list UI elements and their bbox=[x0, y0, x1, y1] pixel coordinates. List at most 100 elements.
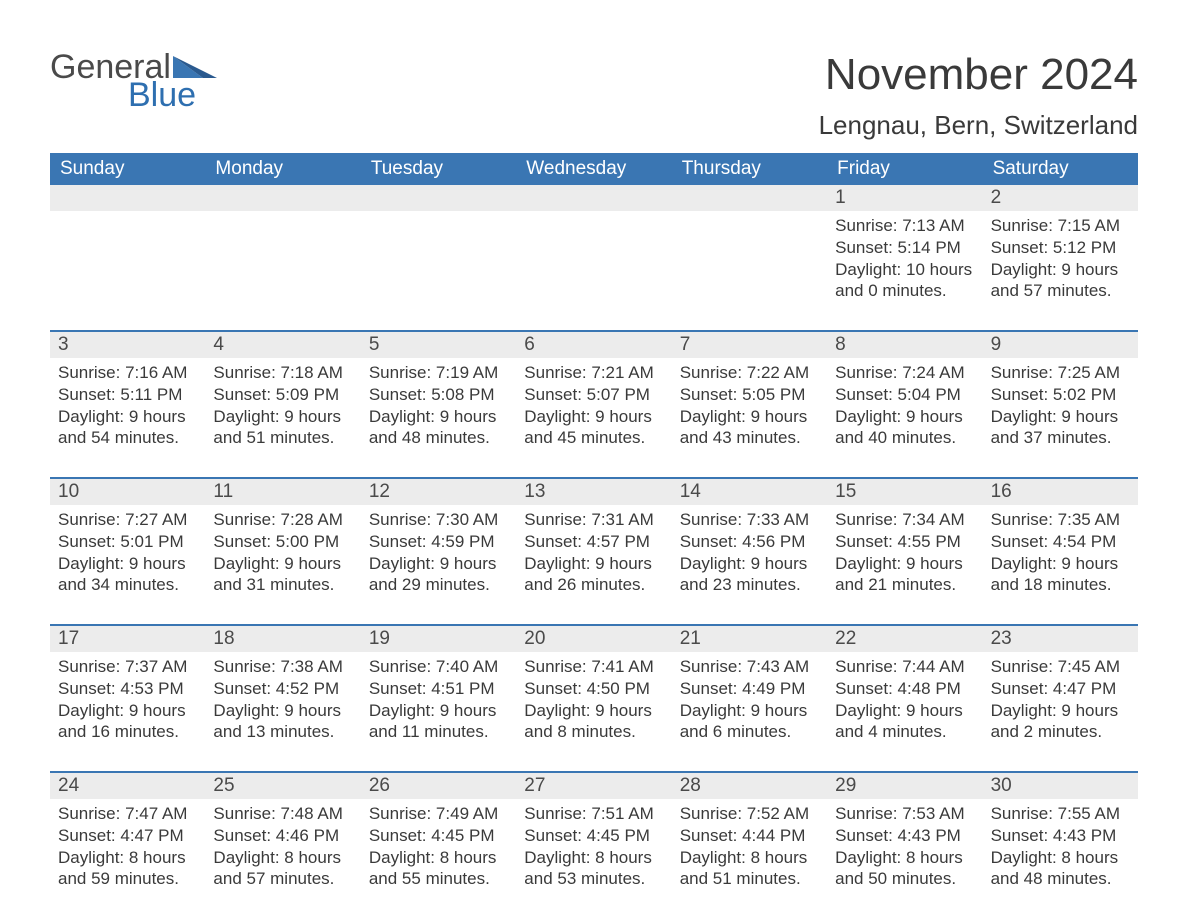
day-number: 22 bbox=[827, 626, 982, 652]
weekday-header: Saturday bbox=[983, 153, 1138, 185]
day-cell: Sunrise: 7:35 AMSunset: 4:54 PMDaylight:… bbox=[983, 505, 1138, 624]
daylight-line2: and 2 minutes. bbox=[991, 721, 1130, 743]
day-cell bbox=[205, 211, 360, 330]
daylight-line1: Daylight: 9 hours bbox=[369, 406, 508, 428]
day-cell: Sunrise: 7:51 AMSunset: 4:45 PMDaylight:… bbox=[516, 799, 671, 918]
logo: General Blue bbox=[50, 50, 217, 112]
daylight-line1: Daylight: 8 hours bbox=[213, 847, 352, 869]
day-cell: Sunrise: 7:33 AMSunset: 4:56 PMDaylight:… bbox=[672, 505, 827, 624]
sunrise-line: Sunrise: 7:41 AM bbox=[524, 656, 663, 678]
daylight-line1: Daylight: 9 hours bbox=[213, 553, 352, 575]
day-cell: Sunrise: 7:53 AMSunset: 4:43 PMDaylight:… bbox=[827, 799, 982, 918]
daynum-row: 24252627282930 bbox=[50, 773, 1138, 799]
daylight-line1: Daylight: 9 hours bbox=[369, 553, 508, 575]
sunset-line: Sunset: 4:49 PM bbox=[680, 678, 819, 700]
day-number: 3 bbox=[50, 332, 205, 358]
weekday-header: Thursday bbox=[672, 153, 827, 185]
sunrise-line: Sunrise: 7:27 AM bbox=[58, 509, 197, 531]
sunset-line: Sunset: 4:51 PM bbox=[369, 678, 508, 700]
day-cell: Sunrise: 7:21 AMSunset: 5:07 PMDaylight:… bbox=[516, 358, 671, 477]
day-number bbox=[672, 185, 827, 211]
sunset-line: Sunset: 5:02 PM bbox=[991, 384, 1130, 406]
daylight-line1: Daylight: 8 hours bbox=[58, 847, 197, 869]
daylight-line2: and 18 minutes. bbox=[991, 574, 1130, 596]
daylight-line2: and 51 minutes. bbox=[213, 427, 352, 449]
weekday-header: Monday bbox=[205, 153, 360, 185]
day-number: 13 bbox=[516, 479, 671, 505]
daylight-line1: Daylight: 9 hours bbox=[58, 553, 197, 575]
day-number: 21 bbox=[672, 626, 827, 652]
sunset-line: Sunset: 5:07 PM bbox=[524, 384, 663, 406]
sunrise-line: Sunrise: 7:16 AM bbox=[58, 362, 197, 384]
daylight-line2: and 48 minutes. bbox=[369, 427, 508, 449]
sunset-line: Sunset: 5:00 PM bbox=[213, 531, 352, 553]
day-number: 28 bbox=[672, 773, 827, 799]
daylight-line2: and 23 minutes. bbox=[680, 574, 819, 596]
day-cell: Sunrise: 7:13 AMSunset: 5:14 PMDaylight:… bbox=[827, 211, 982, 330]
sunrise-line: Sunrise: 7:47 AM bbox=[58, 803, 197, 825]
day-number: 23 bbox=[983, 626, 1138, 652]
daylight-line1: Daylight: 9 hours bbox=[991, 553, 1130, 575]
sunrise-line: Sunrise: 7:33 AM bbox=[680, 509, 819, 531]
sunset-line: Sunset: 4:43 PM bbox=[835, 825, 974, 847]
daylight-line1: Daylight: 8 hours bbox=[524, 847, 663, 869]
daylight-line1: Daylight: 9 hours bbox=[835, 553, 974, 575]
location-label: Lengnau, Bern, Switzerland bbox=[819, 110, 1138, 141]
daylight-line2: and 21 minutes. bbox=[835, 574, 974, 596]
week-row: 12Sunrise: 7:13 AMSunset: 5:14 PMDayligh… bbox=[50, 185, 1138, 330]
day-cell: Sunrise: 7:27 AMSunset: 5:01 PMDaylight:… bbox=[50, 505, 205, 624]
sunset-line: Sunset: 4:43 PM bbox=[991, 825, 1130, 847]
day-cell: Sunrise: 7:41 AMSunset: 4:50 PMDaylight:… bbox=[516, 652, 671, 771]
daylight-line2: and 59 minutes. bbox=[58, 868, 197, 890]
daylight-line2: and 45 minutes. bbox=[524, 427, 663, 449]
daylight-line2: and 4 minutes. bbox=[835, 721, 974, 743]
day-number: 27 bbox=[516, 773, 671, 799]
day-cell: Sunrise: 7:38 AMSunset: 4:52 PMDaylight:… bbox=[205, 652, 360, 771]
day-cell: Sunrise: 7:43 AMSunset: 4:49 PMDaylight:… bbox=[672, 652, 827, 771]
day-number: 5 bbox=[361, 332, 516, 358]
sunrise-line: Sunrise: 7:44 AM bbox=[835, 656, 974, 678]
daylight-line2: and 43 minutes. bbox=[680, 427, 819, 449]
sunset-line: Sunset: 5:01 PM bbox=[58, 531, 197, 553]
daylight-line2: and 8 minutes. bbox=[524, 721, 663, 743]
day-cell bbox=[50, 211, 205, 330]
sunrise-line: Sunrise: 7:53 AM bbox=[835, 803, 974, 825]
sunrise-line: Sunrise: 7:34 AM bbox=[835, 509, 974, 531]
week-row: 24252627282930Sunrise: 7:47 AMSunset: 4:… bbox=[50, 771, 1138, 918]
sunrise-line: Sunrise: 7:24 AM bbox=[835, 362, 974, 384]
day-cell: Sunrise: 7:55 AMSunset: 4:43 PMDaylight:… bbox=[983, 799, 1138, 918]
day-cell: Sunrise: 7:15 AMSunset: 5:12 PMDaylight:… bbox=[983, 211, 1138, 330]
daylight-line1: Daylight: 8 hours bbox=[680, 847, 819, 869]
sunrise-line: Sunrise: 7:15 AM bbox=[991, 215, 1130, 237]
sunset-line: Sunset: 4:56 PM bbox=[680, 531, 819, 553]
day-cell bbox=[361, 211, 516, 330]
day-cell: Sunrise: 7:16 AMSunset: 5:11 PMDaylight:… bbox=[50, 358, 205, 477]
sunrise-line: Sunrise: 7:18 AM bbox=[213, 362, 352, 384]
daylight-line1: Daylight: 10 hours bbox=[835, 259, 974, 281]
sunset-line: Sunset: 5:11 PM bbox=[58, 384, 197, 406]
day-number: 17 bbox=[50, 626, 205, 652]
day-number: 1 bbox=[827, 185, 982, 211]
daylight-line2: and 37 minutes. bbox=[991, 427, 1130, 449]
day-cell: Sunrise: 7:40 AMSunset: 4:51 PMDaylight:… bbox=[361, 652, 516, 771]
sunrise-line: Sunrise: 7:13 AM bbox=[835, 215, 974, 237]
day-cell: Sunrise: 7:28 AMSunset: 5:00 PMDaylight:… bbox=[205, 505, 360, 624]
sunset-line: Sunset: 4:47 PM bbox=[58, 825, 197, 847]
day-number: 6 bbox=[516, 332, 671, 358]
weekday-header-row: SundayMondayTuesdayWednesdayThursdayFrid… bbox=[50, 153, 1138, 185]
daylight-line2: and 0 minutes. bbox=[835, 280, 974, 302]
sunrise-line: Sunrise: 7:43 AM bbox=[680, 656, 819, 678]
daylight-line2: and 55 minutes. bbox=[369, 868, 508, 890]
week-row: 10111213141516Sunrise: 7:27 AMSunset: 5:… bbox=[50, 477, 1138, 624]
day-number bbox=[361, 185, 516, 211]
day-cell: Sunrise: 7:19 AMSunset: 5:08 PMDaylight:… bbox=[361, 358, 516, 477]
daylight-line2: and 26 minutes. bbox=[524, 574, 663, 596]
sunset-line: Sunset: 4:52 PM bbox=[213, 678, 352, 700]
sunrise-line: Sunrise: 7:30 AM bbox=[369, 509, 508, 531]
daylight-line2: and 57 minutes. bbox=[991, 280, 1130, 302]
daynum-row: 17181920212223 bbox=[50, 626, 1138, 652]
daylight-line1: Daylight: 8 hours bbox=[835, 847, 974, 869]
sunset-line: Sunset: 4:54 PM bbox=[991, 531, 1130, 553]
day-number: 30 bbox=[983, 773, 1138, 799]
day-cell: Sunrise: 7:22 AMSunset: 5:05 PMDaylight:… bbox=[672, 358, 827, 477]
